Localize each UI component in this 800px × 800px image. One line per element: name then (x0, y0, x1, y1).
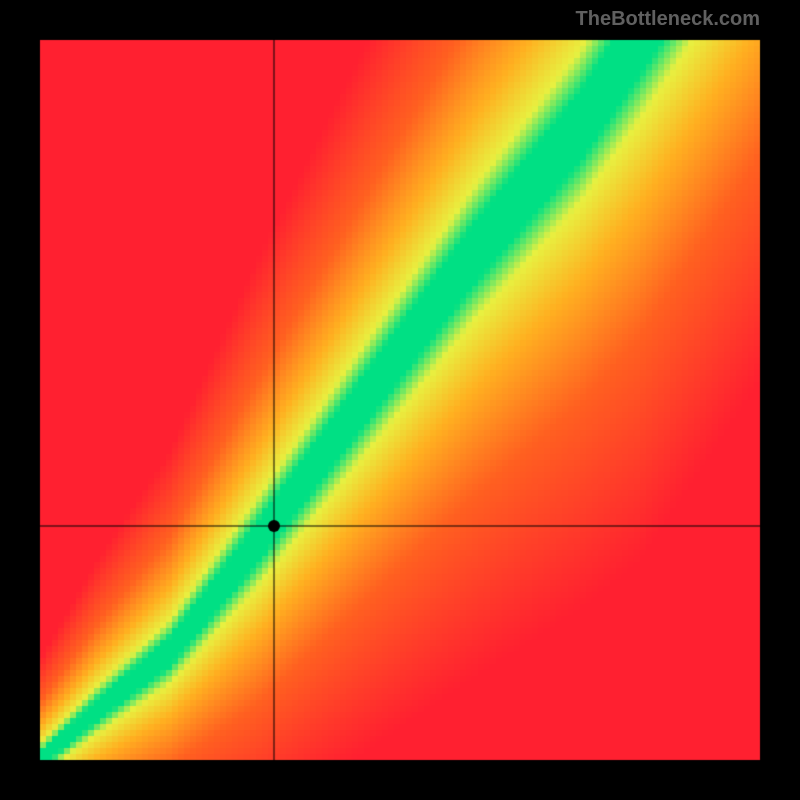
watermark-text: TheBottleneck.com (576, 8, 760, 31)
bottleneck-heatmap (0, 0, 800, 800)
chart-container: TheBottleneck.com (0, 0, 800, 800)
